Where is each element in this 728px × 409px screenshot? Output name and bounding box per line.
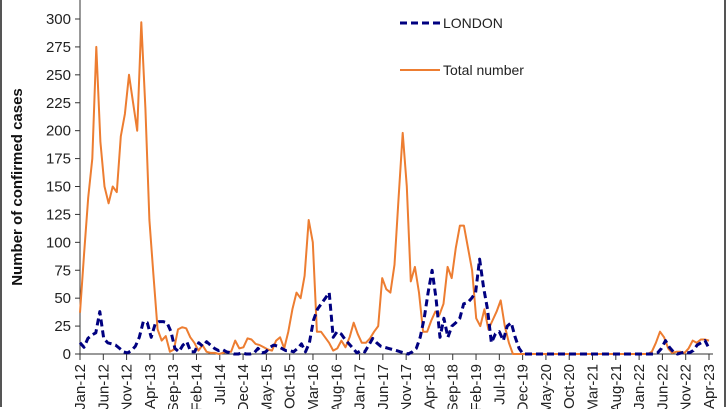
total-series-line [79, 21, 710, 355]
x-tick-label: Feb-14 [188, 364, 205, 409]
x-tick-label: Jul-19 [491, 364, 508, 405]
x-tick-label: Apr-18 [421, 364, 438, 409]
x-tick-label: Jun-17 [375, 364, 392, 409]
y-tick-label: 150 [46, 179, 71, 196]
y-tick-label: 275 [46, 39, 71, 56]
legend-label-total: Total number [443, 62, 524, 78]
x-tick-label: Apr-13 [142, 364, 159, 409]
x-tick-label: Sep-18 [445, 364, 462, 409]
x-tick-label: Feb-19 [468, 364, 485, 409]
y-tick-label: 200 [46, 123, 71, 140]
y-tick-label: 50 [54, 290, 71, 307]
legend-item-london: LONDON [400, 15, 503, 31]
y-tick-label: 225 [46, 95, 71, 112]
legend-label-london: LONDON [443, 15, 503, 31]
x-tick-label: Oct-20 [561, 364, 578, 409]
x-tick-label: Jan-12 [72, 364, 89, 409]
legend-item-total: Total number [400, 62, 524, 78]
x-tick-label: Apr-23 [701, 364, 718, 409]
x-tick-label: Jun-12 [95, 364, 112, 409]
legend: LONDON Total number [400, 15, 524, 78]
y-tick-label: 300 [46, 11, 71, 28]
x-tick-label: May-20 [538, 364, 555, 409]
x-tick-label: Dec-14 [235, 364, 252, 409]
x-tick-label: Nov-17 [398, 364, 415, 409]
x-tick-label: Mar-21 [585, 364, 602, 409]
y-axis: 0 25 50 75 100 125 150 175 200 225 250 275 300 [46, 0, 81, 363]
y-tick-label: 125 [46, 206, 71, 223]
chart-lines [78, 21, 711, 356]
x-tick-label: Dec-19 [515, 364, 532, 409]
x-tick-label: Mar-16 [305, 364, 322, 409]
y-tick-label: 75 [54, 262, 71, 279]
x-tick-label: Sep-13 [165, 364, 182, 409]
x-tick-label: Jan-22 [631, 364, 648, 409]
x-axis: Jan-12 Jun-12 Nov-12 Apr-13 Sep-13 Feb-14 Jul-… [72, 353, 718, 409]
x-tick-label: Nov-22 [678, 364, 695, 409]
y-axis-label: Number of confirmed cases [9, 88, 26, 286]
x-tick-label: Jul-14 [212, 364, 229, 405]
x-tick-label: Jun-22 [654, 364, 671, 409]
y-tick-label: 100 [46, 234, 71, 251]
x-tick-label: Oct-15 [282, 364, 299, 409]
x-tick-label: Aug-16 [328, 364, 345, 409]
x-tick-label: Aug-21 [608, 364, 625, 409]
x-tick-label: May-15 [258, 364, 275, 409]
y-tick-label: 250 [46, 67, 71, 84]
x-tick-label: Jan-17 [352, 364, 369, 409]
y-tick-label: 0 [63, 346, 71, 363]
x-tick-label: Nov-12 [119, 364, 136, 409]
y-tick-label: 175 [46, 151, 71, 168]
y-tick-label: 25 [54, 318, 71, 335]
london-series-line [78, 257, 711, 356]
